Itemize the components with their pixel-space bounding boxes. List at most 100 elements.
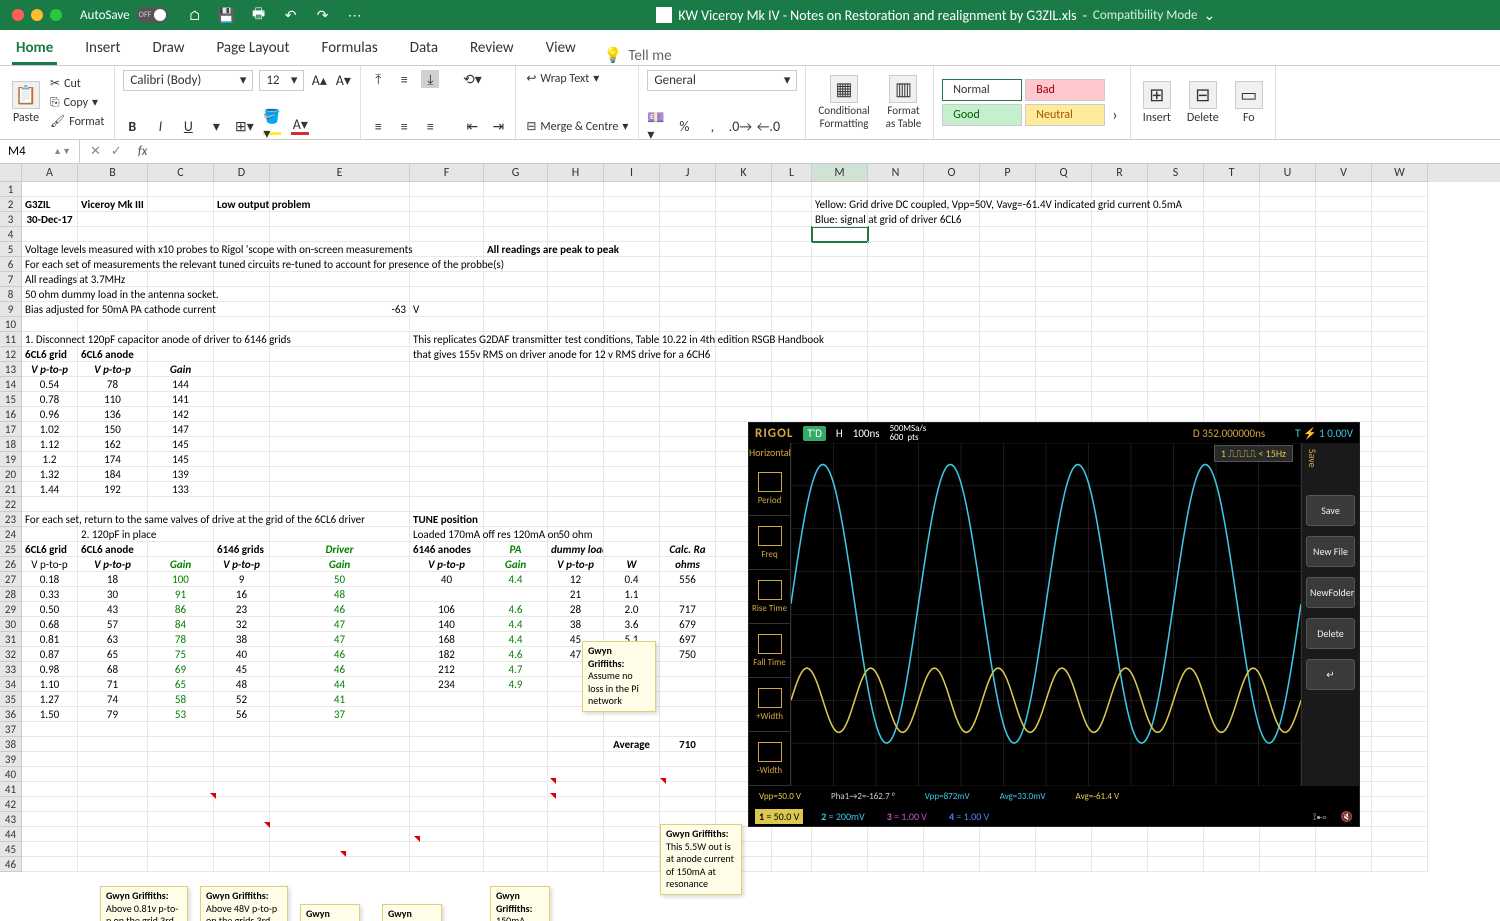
row-header-34[interactable]: 34 — [0, 677, 22, 692]
cell-B30[interactable]: 57 — [78, 617, 148, 632]
align-right-icon[interactable]: ≡ — [421, 117, 439, 135]
cell-P16[interactable] — [980, 407, 1036, 422]
column-header-J[interactable]: J — [660, 164, 716, 182]
cell-H18[interactable] — [548, 437, 604, 452]
tab-data[interactable]: Data — [406, 33, 442, 65]
cell-H10[interactable] — [548, 317, 604, 332]
cell-G5[interactable]: All readings are peak to peak — [484, 242, 548, 257]
cell-C37[interactable] — [148, 722, 214, 737]
cell-L5[interactable] — [772, 242, 812, 257]
cell-Q45[interactable] — [1036, 842, 1092, 857]
cell-L6[interactable] — [772, 257, 812, 272]
cell-J34[interactable] — [660, 677, 716, 692]
cell-V44[interactable] — [1316, 827, 1372, 842]
cell-D12[interactable] — [214, 347, 270, 362]
row-header-45[interactable]: 45 — [0, 842, 22, 857]
cell-S4[interactable] — [1148, 227, 1204, 242]
cell-L10[interactable] — [772, 317, 812, 332]
cell-I19[interactable] — [604, 452, 660, 467]
cell-K8[interactable] — [716, 287, 772, 302]
align-top-icon[interactable]: ⤒ — [369, 70, 387, 88]
cell-T6[interactable] — [1204, 257, 1260, 272]
cell-G18[interactable] — [484, 437, 548, 452]
cell-W43[interactable] — [1372, 812, 1428, 827]
cell-F44[interactable] — [410, 827, 484, 842]
cell-G29[interactable]: 4.6 — [484, 602, 548, 617]
cell-E46[interactable] — [270, 857, 410, 872]
cell-G15[interactable] — [484, 392, 548, 407]
cell-B10[interactable] — [78, 317, 148, 332]
cell-P3[interactable] — [980, 212, 1036, 227]
cell-W11[interactable] — [1372, 332, 1428, 347]
number-format-selector[interactable]: General▾ — [647, 70, 797, 91]
column-header-D[interactable]: D — [214, 164, 270, 182]
cell-G20[interactable] — [484, 467, 548, 482]
cell-D39[interactable] — [214, 752, 270, 767]
cell-M5[interactable] — [812, 242, 868, 257]
cell-Q9[interactable] — [1036, 302, 1092, 317]
decrease-decimal-icon[interactable]: ←.0 — [759, 117, 777, 135]
cell-G38[interactable] — [484, 737, 548, 752]
cell-P5[interactable] — [980, 242, 1036, 257]
cell-A12[interactable]: 6CL6 grid — [22, 347, 78, 362]
cell-R13[interactable] — [1092, 362, 1148, 377]
cell-D42[interactable] — [214, 797, 270, 812]
cell-O5[interactable] — [924, 242, 980, 257]
cell-W29[interactable] — [1372, 602, 1428, 617]
cell-C19[interactable]: 145 — [148, 452, 214, 467]
cell-A30[interactable]: 0.68 — [22, 617, 78, 632]
tab-insert[interactable]: Insert — [81, 33, 124, 65]
cell-G42[interactable] — [484, 797, 548, 812]
cell-I28[interactable]: 1.1 — [604, 587, 660, 602]
cell-D25[interactable]: 6146 grids — [214, 542, 270, 557]
cell-F23[interactable]: TUNE position — [410, 512, 484, 527]
cell-G8[interactable] — [484, 287, 548, 302]
cell-R1[interactable] — [1092, 182, 1148, 197]
cell-D9[interactable] — [214, 302, 270, 317]
cell-W16[interactable] — [1372, 407, 1428, 422]
row-header-37[interactable]: 37 — [0, 722, 22, 737]
cell-N14[interactable] — [868, 377, 924, 392]
cell-F24[interactable]: Loaded 170mA off res 120mA on — [410, 527, 484, 542]
cell-I21[interactable] — [604, 482, 660, 497]
row-header-22[interactable]: 22 — [0, 497, 22, 512]
cell-C29[interactable]: 86 — [148, 602, 214, 617]
cell-F13[interactable] — [410, 362, 484, 377]
style-good[interactable]: Good — [942, 104, 1022, 126]
cell-Q5[interactable] — [1036, 242, 1092, 257]
cell-D45[interactable] — [214, 842, 270, 857]
cell-D27[interactable]: 9 — [214, 572, 270, 587]
cell-S11[interactable] — [1148, 332, 1204, 347]
cell-L2[interactable] — [772, 197, 812, 212]
cell-Q11[interactable] — [1036, 332, 1092, 347]
cell-G41[interactable] — [484, 782, 548, 797]
cell-D21[interactable] — [214, 482, 270, 497]
cell-P7[interactable] — [980, 272, 1036, 287]
cell-I13[interactable] — [604, 362, 660, 377]
cell-C10[interactable] — [148, 317, 214, 332]
cell-L7[interactable] — [772, 272, 812, 287]
cell-F1[interactable] — [410, 182, 484, 197]
row-header-7[interactable]: 7 — [0, 272, 22, 287]
cell-C43[interactable] — [148, 812, 214, 827]
cell-F25[interactable]: 6146 anodes — [410, 542, 484, 557]
cell-A31[interactable]: 0.81 — [22, 632, 78, 647]
column-header-C[interactable]: C — [148, 164, 214, 182]
cell-G32[interactable]: 4.6 — [484, 647, 548, 662]
cell-D41[interactable] — [214, 782, 270, 797]
cell-U45[interactable] — [1260, 842, 1316, 857]
cell-R10[interactable] — [1092, 317, 1148, 332]
cell-E11[interactable] — [270, 332, 410, 347]
row-header-18[interactable]: 18 — [0, 437, 22, 452]
cell-P1[interactable] — [980, 182, 1036, 197]
row-header-13[interactable]: 13 — [0, 362, 22, 377]
cell-J26[interactable]: ohms — [660, 557, 716, 572]
cell-C15[interactable]: 141 — [148, 392, 214, 407]
cell-N46[interactable] — [868, 857, 924, 872]
cell-S7[interactable] — [1148, 272, 1204, 287]
cell-H29[interactable]: 28 — [548, 602, 604, 617]
cell-I7[interactable] — [604, 272, 660, 287]
cell-D30[interactable]: 32 — [214, 617, 270, 632]
cell-F3[interactable] — [410, 212, 484, 227]
chevron-down-icon[interactable]: ▾ — [207, 117, 225, 135]
